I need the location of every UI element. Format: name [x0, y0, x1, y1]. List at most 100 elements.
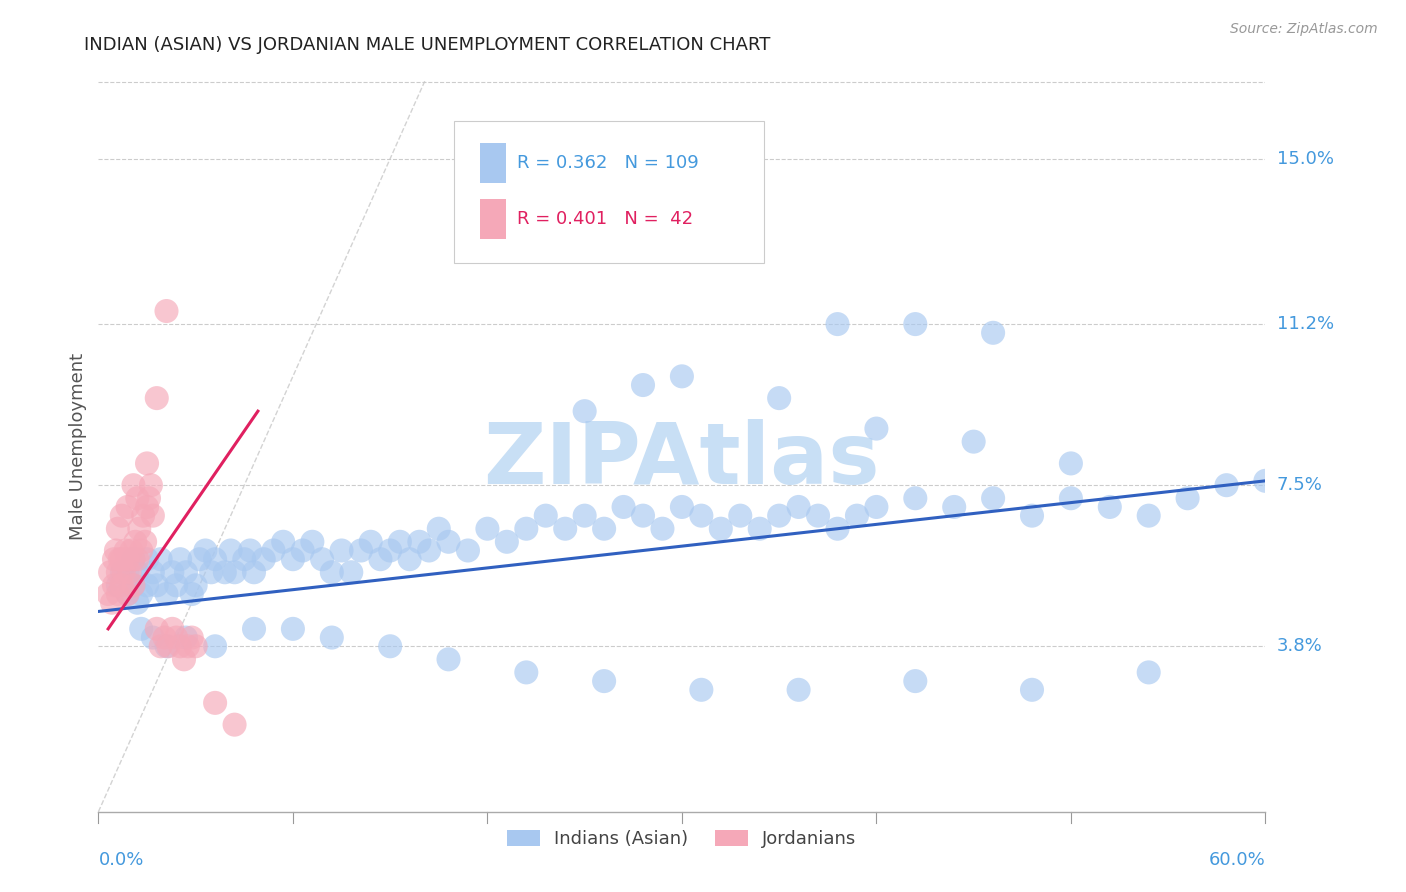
Point — [631, 378, 654, 392]
Point — [127, 596, 149, 610]
Point — [101, 596, 124, 610]
FancyBboxPatch shape — [454, 120, 763, 263]
Point — [904, 317, 927, 331]
Point — [204, 640, 226, 654]
Point — [224, 717, 246, 731]
Point — [155, 587, 177, 601]
Point — [149, 640, 172, 654]
Point — [768, 508, 790, 523]
Text: Source: ZipAtlas.com: Source: ZipAtlas.com — [1230, 22, 1378, 37]
Point — [1021, 682, 1043, 697]
Text: 15.0%: 15.0% — [1277, 150, 1333, 168]
Point — [1060, 457, 1083, 471]
Point — [103, 578, 125, 592]
Point — [118, 566, 141, 580]
Point — [134, 534, 156, 549]
Point — [981, 491, 1004, 506]
Point — [111, 578, 134, 592]
Point — [515, 665, 537, 680]
Point — [1137, 665, 1160, 680]
Point — [243, 622, 266, 636]
Point — [671, 500, 693, 514]
Point — [787, 500, 810, 514]
Y-axis label: Male Unemployment: Male Unemployment — [69, 352, 87, 540]
Point — [1137, 508, 1160, 523]
Point — [301, 534, 323, 549]
Point — [710, 522, 733, 536]
Point — [613, 500, 636, 514]
Point — [360, 534, 382, 549]
Point — [180, 631, 202, 645]
Point — [142, 566, 165, 580]
Point — [787, 682, 810, 697]
Point — [554, 522, 576, 536]
Point — [904, 491, 927, 506]
Point — [127, 491, 149, 506]
Point — [534, 508, 557, 523]
Text: 11.2%: 11.2% — [1277, 315, 1334, 333]
Bar — [479, 199, 506, 239]
Point — [162, 622, 184, 636]
Legend: Indians (Asian), Jordanians: Indians (Asian), Jordanians — [501, 822, 863, 855]
Point — [388, 534, 411, 549]
Point — [437, 652, 460, 666]
Point — [243, 566, 266, 580]
Point — [321, 566, 343, 580]
Point — [219, 543, 242, 558]
Point — [943, 500, 966, 514]
Point — [173, 652, 195, 666]
Point — [162, 566, 184, 580]
Point — [129, 587, 152, 601]
Point — [142, 508, 165, 523]
Point — [214, 566, 236, 580]
Point — [165, 578, 187, 592]
Point — [865, 500, 887, 514]
Point — [136, 500, 159, 514]
Point — [690, 508, 713, 523]
Point — [457, 543, 479, 558]
Point — [107, 587, 129, 601]
Point — [204, 552, 226, 566]
Point — [122, 552, 145, 566]
Point — [157, 640, 180, 654]
Text: 3.8%: 3.8% — [1277, 637, 1322, 656]
Point — [515, 522, 537, 536]
Point — [124, 534, 146, 549]
Point — [1177, 491, 1199, 506]
Point — [593, 522, 616, 536]
Point — [139, 478, 162, 492]
Point — [380, 640, 402, 654]
Point — [128, 522, 150, 536]
Point — [136, 457, 159, 471]
Text: 60.0%: 60.0% — [1209, 851, 1265, 869]
Point — [114, 543, 136, 558]
Point — [117, 587, 139, 601]
Point — [184, 640, 207, 654]
Point — [827, 522, 849, 536]
Point — [146, 622, 169, 636]
Text: 7.5%: 7.5% — [1277, 476, 1323, 494]
Point — [108, 552, 131, 566]
Point — [281, 622, 304, 636]
Point — [340, 566, 363, 580]
Point — [107, 578, 129, 592]
Point — [111, 552, 134, 566]
Point — [408, 534, 430, 549]
Point — [271, 534, 294, 549]
Point — [981, 326, 1004, 340]
Point — [111, 566, 134, 580]
Point — [146, 391, 169, 405]
Point — [142, 631, 165, 645]
Point — [748, 522, 770, 536]
Point — [117, 587, 139, 601]
Point — [122, 578, 145, 592]
Point — [962, 434, 984, 449]
Point — [117, 500, 139, 514]
Point — [204, 696, 226, 710]
Point — [233, 552, 256, 566]
Point — [112, 566, 135, 580]
Point — [121, 543, 143, 558]
Point — [1215, 478, 1237, 492]
Point — [122, 578, 145, 592]
Point — [188, 552, 211, 566]
